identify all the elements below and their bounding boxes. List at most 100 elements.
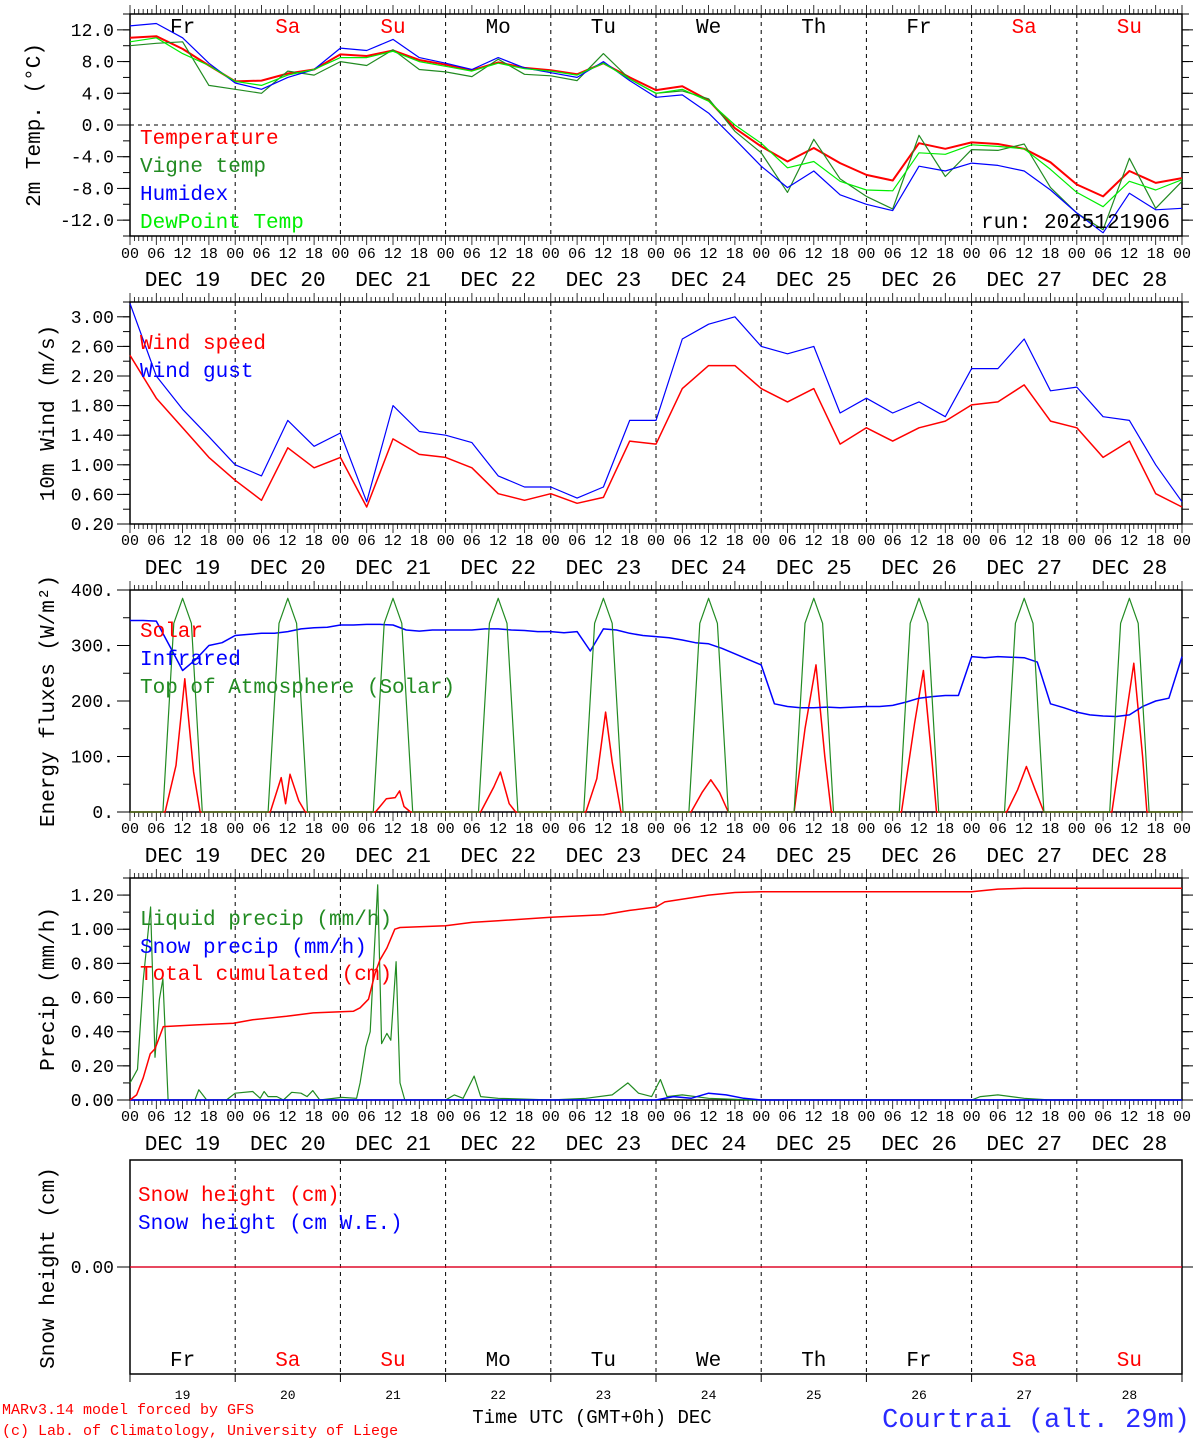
- x-axis-title: Time UTC (GMT+0h) DEC: [472, 1407, 711, 1429]
- y-tick-label: 2.60: [71, 338, 114, 358]
- x-tick-label-hour: 00: [437, 246, 455, 263]
- x-tick-label-hour: 00: [121, 246, 139, 263]
- series-line-solar: [130, 662, 1182, 813]
- y-tick-label: 300.: [71, 638, 114, 658]
- legend-temperature-label: Temperature: [140, 128, 279, 151]
- x-tick-label-day-number: 25: [806, 1388, 822, 1403]
- legend-temperature: Temperature Vigne temp Humidex DewPoint …: [140, 128, 1170, 235]
- run-annotation: run: 2025121906: [981, 212, 1170, 235]
- x-tick-label-day: DEC 22: [460, 1134, 536, 1157]
- x-tick-label-hour: 06: [673, 821, 691, 838]
- x-tick-label-hour: 18: [621, 1109, 639, 1126]
- x-tick-label-hour: 18: [200, 533, 218, 550]
- x-tick-label-hour: 06: [884, 246, 902, 263]
- weekday-label: We: [696, 1350, 721, 1373]
- x-tick-label-hour: 18: [831, 533, 849, 550]
- x-tick-label-day: DEC 28: [1092, 270, 1168, 293]
- x-tick-label-hour: 12: [910, 246, 928, 263]
- y-axis-title-precip: Precip (mm/h): [38, 907, 61, 1071]
- x-tick-label-hour: 00: [857, 821, 875, 838]
- x-tick-label-hour: 18: [305, 533, 323, 550]
- x-tick-label-hour: 18: [200, 246, 218, 263]
- weekday-label: Fr: [170, 1350, 195, 1373]
- weekday-label: Mo: [486, 17, 511, 40]
- x-tick-label-hour: 06: [989, 821, 1007, 838]
- y-tick-label: 100.: [71, 749, 114, 769]
- x-tick-label-hour: 06: [463, 246, 481, 263]
- x-tick-label-day-number: 24: [701, 1388, 717, 1403]
- x-tick-label-hour: 18: [1041, 821, 1059, 838]
- x-tick-label-hour: 00: [226, 1109, 244, 1126]
- series-line-snow-precip-mm-h: [130, 1092, 1182, 1101]
- x-tick-label-hour: 06: [147, 1109, 165, 1126]
- x-tick-label-hour: 18: [410, 246, 428, 263]
- x-tick-label-hour: 06: [463, 1109, 481, 1126]
- x-tick-label-day: DEC 26: [881, 1134, 957, 1157]
- y-tick-label: 0.60: [71, 486, 114, 506]
- x-tick-label-hour: 06: [778, 1109, 796, 1126]
- panel-4: 00 06 12 18 00 06 12 18 00 06 12 18 00 06 12 18 00 06 12 18…: [71, 869, 1193, 1157]
- x-tick-label-hour: 00: [542, 533, 560, 550]
- x-tick-label-hour: 12: [489, 821, 507, 838]
- x-tick-label-hour: 18: [410, 821, 428, 838]
- x-tick-label-hour: 00: [121, 533, 139, 550]
- y-tick-label: 0.20: [71, 516, 114, 536]
- x-tick-label-hour: 12: [1120, 821, 1138, 838]
- x-tick-label-day: DEC 27: [986, 270, 1062, 293]
- x-tick-label-day: DEC 19: [145, 558, 221, 581]
- x-tick-label-hour: 18: [200, 1109, 218, 1126]
- x-tick-label-hour: 06: [1094, 533, 1112, 550]
- legend-dewpoint-label: DewPoint Temp: [140, 212, 304, 235]
- x-tick-label-hour: 00: [857, 1109, 875, 1126]
- x-tick-label-hour: 00: [647, 246, 665, 263]
- x-tick-label-hour: 18: [1041, 1109, 1059, 1126]
- x-tick-label-hour: 12: [700, 1109, 718, 1126]
- x-tick-label-hour: 12: [1120, 246, 1138, 263]
- x-tick-label-hour: 12: [174, 246, 192, 263]
- x-tick-label-hour: 12: [1015, 1109, 1033, 1126]
- x-tick-label-day-number: 19: [175, 1388, 191, 1403]
- x-tick-label-day: DEC 21: [355, 558, 431, 581]
- x-tick-label-hour: 12: [279, 1109, 297, 1126]
- x-tick-label-day-number: 21: [385, 1388, 401, 1403]
- x-tick-label-hour: 06: [358, 821, 376, 838]
- x-tick-label-day: DEC 23: [566, 270, 642, 293]
- legend-snow: Snow height (cm) Snow height (cm W.E.): [138, 1185, 403, 1236]
- legend-toa-label: Top of Atmosphere (Solar): [140, 677, 455, 700]
- x-tick-label-hour: 00: [963, 533, 981, 550]
- weekday-label: Fr: [170, 17, 195, 40]
- y-tick-label: 0.20: [71, 1058, 114, 1078]
- x-tick-label-hour: 00: [1068, 533, 1086, 550]
- x-tick-label-day: DEC 24: [671, 270, 747, 293]
- x-tick-label-hour: 12: [1015, 533, 1033, 550]
- x-tick-label-hour: 00: [331, 821, 349, 838]
- x-tick-label-hour: 18: [936, 821, 954, 838]
- x-tick-label-day: DEC 19: [145, 270, 221, 293]
- legend-precip: Liquid precip (mm/h) Snow precip (mm/h) …: [140, 909, 392, 987]
- x-tick-label-day: DEC 20: [250, 558, 326, 581]
- x-tick-label-hour: 00: [331, 246, 349, 263]
- x-tick-label-hour: 18: [305, 246, 323, 263]
- x-tick-label-hour: 18: [200, 821, 218, 838]
- x-tick-label-day: DEC 26: [881, 558, 957, 581]
- x-tick-label-day: DEC 21: [355, 1134, 431, 1157]
- x-tick-label-hour: 12: [174, 1109, 192, 1126]
- x-tick-label-hour: 18: [1041, 533, 1059, 550]
- x-tick-label-day: DEC 25: [776, 270, 852, 293]
- x-tick-label-hour: 18: [515, 821, 533, 838]
- legend-snow-we-label: Snow height (cm W.E.): [138, 1213, 403, 1236]
- x-tick-label-day: DEC 21: [355, 270, 431, 293]
- legend-wind-gust-label: Wind gust: [140, 361, 253, 384]
- x-tick-label-hour: 12: [700, 533, 718, 550]
- x-tick-label-hour: 18: [1147, 821, 1165, 838]
- legend-energy: Solar Infrared Top of Atmosphere (Solar): [140, 621, 455, 700]
- x-tick-label-hour: 12: [174, 533, 192, 550]
- x-tick-label-hour: 18: [410, 533, 428, 550]
- x-tick-label-hour: 12: [489, 1109, 507, 1126]
- weekday-label: Su: [1117, 17, 1142, 40]
- weekday-label: Fr: [906, 17, 931, 40]
- x-tick-label-hour: 18: [831, 821, 849, 838]
- x-tick-label-day: DEC 25: [776, 558, 852, 581]
- x-tick-label-hour: 00: [1173, 1109, 1191, 1126]
- x-tick-label-hour: 00: [437, 821, 455, 838]
